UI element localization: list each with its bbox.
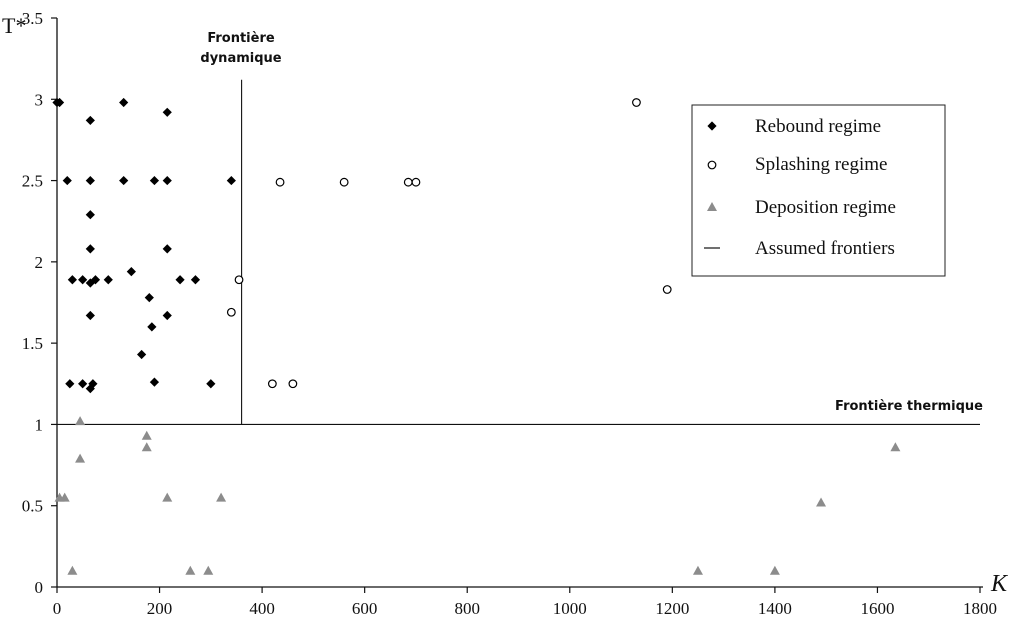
rebound-point [90, 275, 101, 285]
y-axis-title: T* [2, 13, 26, 38]
deposition-point [75, 453, 86, 463]
rebound-point [137, 349, 147, 360]
splashing-point [632, 98, 641, 107]
rebound-point [62, 175, 72, 186]
rebound-point [226, 175, 236, 186]
legend-symbols [704, 121, 720, 249]
splashing-point [275, 177, 285, 187]
rebound-point [85, 244, 95, 254]
deposition-point [890, 442, 901, 452]
x-tick-label: 1400 [758, 599, 792, 618]
rebound-point [162, 175, 172, 186]
rebound-point [162, 244, 172, 254]
rebound-point [149, 175, 160, 186]
frontier-lines [57, 79, 980, 425]
rebound-point [85, 115, 95, 126]
dynamic-frontier-label-line1: Frontière [207, 31, 275, 46]
y-tick-label: 2.5 [22, 172, 43, 191]
x-axis-title: K [990, 571, 1009, 597]
deposition-point [185, 565, 196, 575]
rebound-point [65, 379, 75, 389]
y-tick-label: 2 [35, 253, 44, 272]
deposition-point [216, 492, 227, 502]
rebound-point [119, 97, 129, 108]
rebound-point [162, 310, 172, 321]
axis-labels: 0 200 400 600 800 1000 1200 1400 1600 1800 0 0.5 1 1.… [22, 9, 997, 618]
y-tick-label: 1 [35, 415, 44, 434]
rebound-point [85, 175, 95, 186]
y-tick-label: 0.5 [22, 497, 43, 516]
data-points [52, 97, 901, 575]
x-tick-label: 1600 [860, 599, 894, 618]
deposition-point [162, 492, 173, 502]
rebound-point [147, 322, 157, 332]
rebound-point [126, 267, 136, 277]
legend-symbol-splashing [707, 160, 717, 170]
deposition-point [141, 430, 152, 440]
splashing-point [267, 379, 277, 389]
rebound-point [67, 275, 77, 285]
deposition-point [816, 497, 827, 507]
x-tick-label: 600 [352, 599, 378, 618]
legend: Rebound regime Splashing regime Depositi… [691, 104, 946, 277]
legend-label-splashing: Splashing regime [755, 154, 887, 175]
deposition-point [203, 565, 214, 575]
splashing-point [339, 177, 349, 187]
legend-label-frontiers: Assumed frontiers [755, 238, 895, 259]
axes [51, 17, 983, 593]
legend-symbol-deposition [707, 202, 717, 211]
legend-label-deposition: Deposition regime [755, 197, 896, 218]
splashing-point [411, 177, 421, 187]
rebound-point [162, 107, 172, 117]
rebound-point [78, 275, 88, 285]
x-tick-label: 1800 [963, 599, 997, 618]
rebound-point [149, 377, 160, 387]
y-tick-label: 3.5 [22, 9, 43, 28]
deposition-point [75, 416, 86, 426]
deposition-point [67, 565, 78, 575]
splashing-point [662, 285, 672, 294]
rebound-point [119, 175, 129, 186]
deposition-point [769, 565, 780, 575]
rebound-point [78, 379, 88, 389]
y-tick-label: 1.5 [22, 334, 43, 353]
legend-box [691, 104, 946, 277]
rebound-point [85, 278, 95, 288]
rebound-point [190, 275, 201, 285]
y-tick-label: 3 [35, 90, 44, 109]
rebound-point [144, 293, 154, 303]
y-tick-label: 0 [35, 578, 44, 597]
deposition-point [692, 565, 703, 575]
rebound-point [85, 210, 95, 220]
rebound-point [103, 275, 113, 285]
legend-label-rebound: Rebound regime [755, 116, 881, 137]
x-tick-label: 800 [454, 599, 480, 618]
x-tick-label: 1200 [655, 599, 689, 618]
dynamic-frontier-label-line2: dynamique [200, 51, 281, 66]
splashing-point [234, 275, 244, 285]
rebound-point [175, 275, 185, 285]
x-tick-label: 400 [249, 599, 275, 618]
rebound-point [85, 310, 95, 321]
splashing-point [288, 379, 298, 389]
thermal-frontier-label: Frontière thermique [835, 399, 983, 414]
rebound-point [206, 379, 216, 389]
rebound-point [85, 384, 95, 394]
x-tick-label: 200 [147, 599, 173, 618]
deposition-point [141, 442, 152, 452]
rebound-point [54, 97, 65, 108]
x-tick-label: 0 [53, 599, 62, 618]
x-tick-label: 1000 [553, 599, 587, 618]
splashing-point [226, 307, 236, 317]
deposition-point [59, 492, 70, 502]
legend-symbol-rebound [707, 121, 717, 131]
splashing-point [403, 177, 413, 187]
